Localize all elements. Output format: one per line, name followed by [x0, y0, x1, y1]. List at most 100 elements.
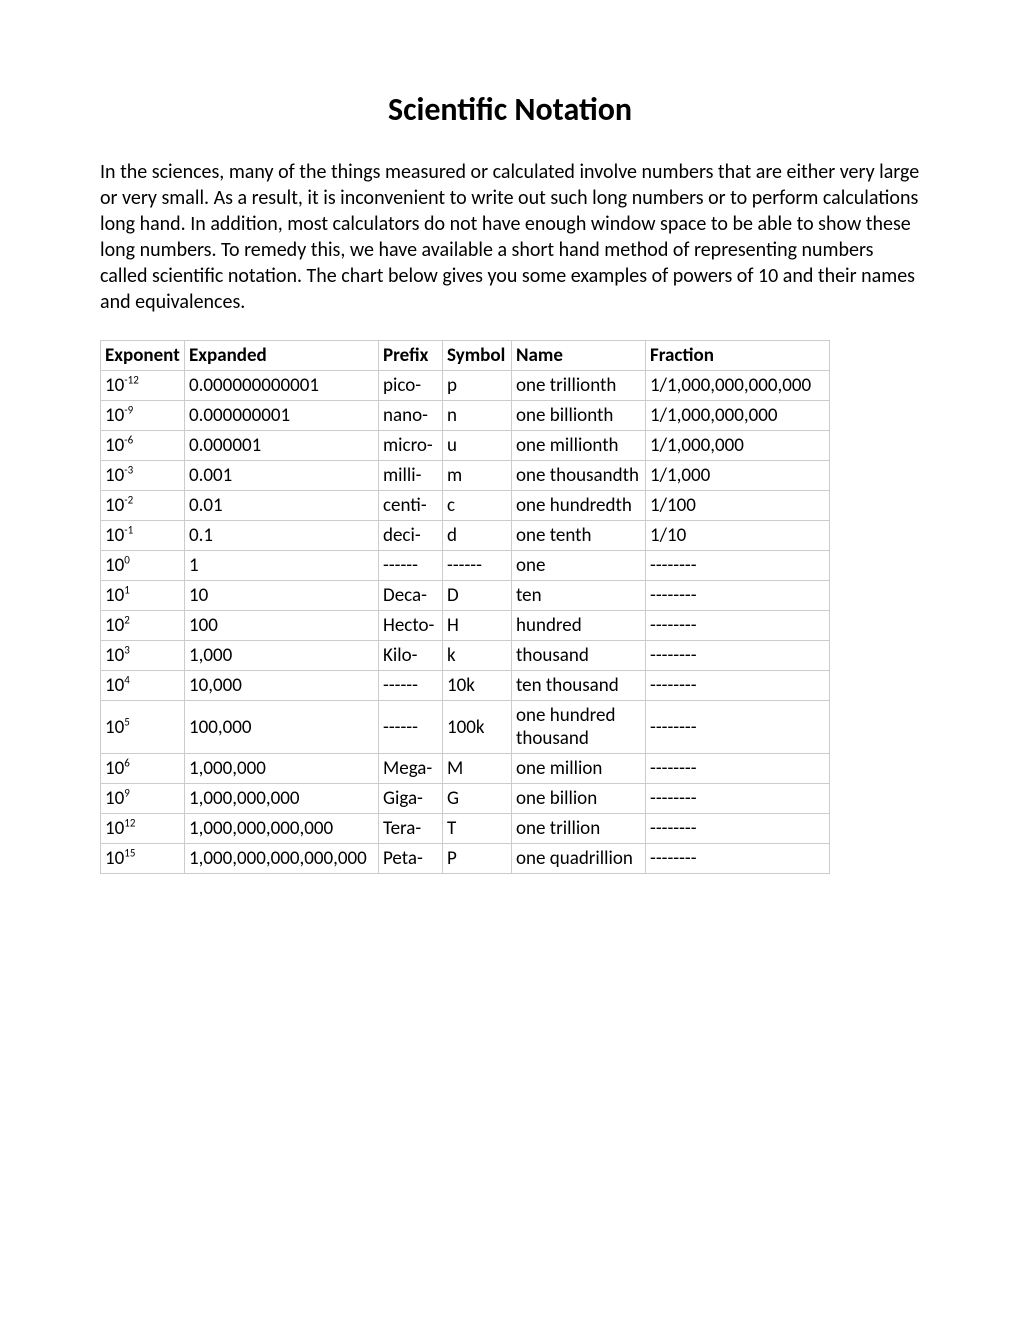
exponent-power: 12 — [124, 817, 135, 830]
cell-symbol: ------ — [443, 551, 512, 581]
cell-symbol: M — [443, 754, 512, 784]
cell-prefix: nano- — [379, 401, 443, 431]
cell-exponent: 104 — [101, 671, 185, 701]
header-prefix: Prefix — [379, 341, 443, 371]
cell-symbol: k — [443, 641, 512, 671]
cell-symbol: 100k — [443, 701, 512, 754]
cell-expanded: 0.01 — [185, 491, 379, 521]
exponent-base: 10 — [105, 614, 124, 637]
table-row: 10-30.001milli-mone thousandth1/1,000 — [101, 461, 830, 491]
exponent-base: 10 — [105, 757, 124, 780]
notation-table: Exponent Expanded Prefix Symbol Name Fra… — [100, 340, 830, 874]
cell-fraction: 1/1,000 — [646, 461, 830, 491]
table-row: 10121,000,000,000,000Tera-Tone trillion-… — [101, 814, 830, 844]
cell-exponent: 10-1 — [101, 521, 185, 551]
cell-symbol: m — [443, 461, 512, 491]
intro-paragraph: In the sciences, many of the things meas… — [100, 159, 920, 315]
cell-symbol: u — [443, 431, 512, 461]
cell-fraction: 1/1,000,000,000 — [646, 401, 830, 431]
cell-expanded: 0.000001 — [185, 431, 379, 461]
cell-prefix: Giga- — [379, 784, 443, 814]
exponent-power: 2 — [124, 614, 130, 627]
exponent-power: 5 — [124, 715, 130, 728]
cell-prefix: Mega- — [379, 754, 443, 784]
cell-prefix: ------ — [379, 671, 443, 701]
exponent-power: 4 — [124, 674, 130, 687]
cell-exponent: 106 — [101, 754, 185, 784]
cell-exponent: 109 — [101, 784, 185, 814]
cell-expanded: 1,000,000,000 — [185, 784, 379, 814]
cell-expanded: 1,000,000,000,000 — [185, 814, 379, 844]
cell-fraction: -------- — [646, 754, 830, 784]
cell-fraction: -------- — [646, 611, 830, 641]
cell-fraction: -------- — [646, 551, 830, 581]
table-row: 10-10.1deci-done tenth1/10 — [101, 521, 830, 551]
cell-symbol: d — [443, 521, 512, 551]
cell-prefix: Tera- — [379, 814, 443, 844]
cell-name: one tenth — [512, 521, 646, 551]
exponent-power: -12 — [124, 374, 139, 387]
cell-name: hundred — [512, 611, 646, 641]
table-row: 10410,000------10kten thousand-------- — [101, 671, 830, 701]
cell-name: one — [512, 551, 646, 581]
cell-exponent: 10-9 — [101, 401, 185, 431]
exponent-base: 10 — [105, 434, 124, 457]
cell-exponent: 10-2 — [101, 491, 185, 521]
cell-expanded: 10,000 — [185, 671, 379, 701]
exponent-power: -6 — [124, 434, 133, 447]
cell-prefix: Kilo- — [379, 641, 443, 671]
cell-expanded: 0.000000000001 — [185, 371, 379, 401]
table-row: 10-120.000000000001pico-pone trillionth1… — [101, 371, 830, 401]
table-row: 102100Hecto-Hhundred-------- — [101, 611, 830, 641]
table-row: 105100,000------100kone hundred thousand… — [101, 701, 830, 754]
exponent-base: 10 — [105, 644, 124, 667]
table-row: 10151,000,000,000,000,000Peta-Pone quadr… — [101, 844, 830, 874]
header-expanded: Expanded — [185, 341, 379, 371]
cell-prefix: micro- — [379, 431, 443, 461]
cell-exponent: 101 — [101, 581, 185, 611]
exponent-base: 10 — [105, 554, 124, 577]
cell-name: one billionth — [512, 401, 646, 431]
cell-symbol: 10k — [443, 671, 512, 701]
exponent-base: 10 — [105, 494, 124, 517]
exponent-base: 10 — [105, 847, 124, 870]
exponent-base: 10 — [105, 374, 124, 397]
cell-exponent: 10-6 — [101, 431, 185, 461]
cell-fraction: -------- — [646, 784, 830, 814]
cell-expanded: 100 — [185, 611, 379, 641]
cell-name: one hundred thousand — [512, 701, 646, 754]
table-row: 10-90.000000001nano-none billionth1/1,00… — [101, 401, 830, 431]
cell-exponent: 102 — [101, 611, 185, 641]
cell-name: one trillion — [512, 814, 646, 844]
cell-exponent: 1012 — [101, 814, 185, 844]
exponent-base: 10 — [105, 464, 124, 487]
exponent-power: 1 — [124, 584, 130, 597]
exponent-power: 9 — [124, 787, 130, 800]
exponent-base: 10 — [105, 817, 124, 840]
cell-fraction: 1/1,000,000,000,000 — [646, 371, 830, 401]
exponent-power: 0 — [124, 554, 130, 567]
exponent-power: -9 — [124, 404, 133, 417]
page-title: Scientific Notation — [100, 90, 920, 129]
cell-prefix: ------ — [379, 701, 443, 754]
cell-fraction: -------- — [646, 671, 830, 701]
cell-prefix: deci- — [379, 521, 443, 551]
cell-exponent: 103 — [101, 641, 185, 671]
cell-fraction: -------- — [646, 701, 830, 754]
cell-name: ten — [512, 581, 646, 611]
exponent-base: 10 — [105, 584, 124, 607]
cell-expanded: 0.001 — [185, 461, 379, 491]
table-row: 1031,000Kilo-kthousand-------- — [101, 641, 830, 671]
cell-prefix: pico- — [379, 371, 443, 401]
table-row: 1001------------one-------- — [101, 551, 830, 581]
cell-name: one thousandth — [512, 461, 646, 491]
cell-exponent: 100 — [101, 551, 185, 581]
cell-exponent: 1015 — [101, 844, 185, 874]
cell-symbol: H — [443, 611, 512, 641]
header-symbol: Symbol — [443, 341, 512, 371]
cell-prefix: Peta- — [379, 844, 443, 874]
cell-symbol: c — [443, 491, 512, 521]
cell-symbol: n — [443, 401, 512, 431]
exponent-base: 10 — [105, 787, 124, 810]
cell-name: one million — [512, 754, 646, 784]
